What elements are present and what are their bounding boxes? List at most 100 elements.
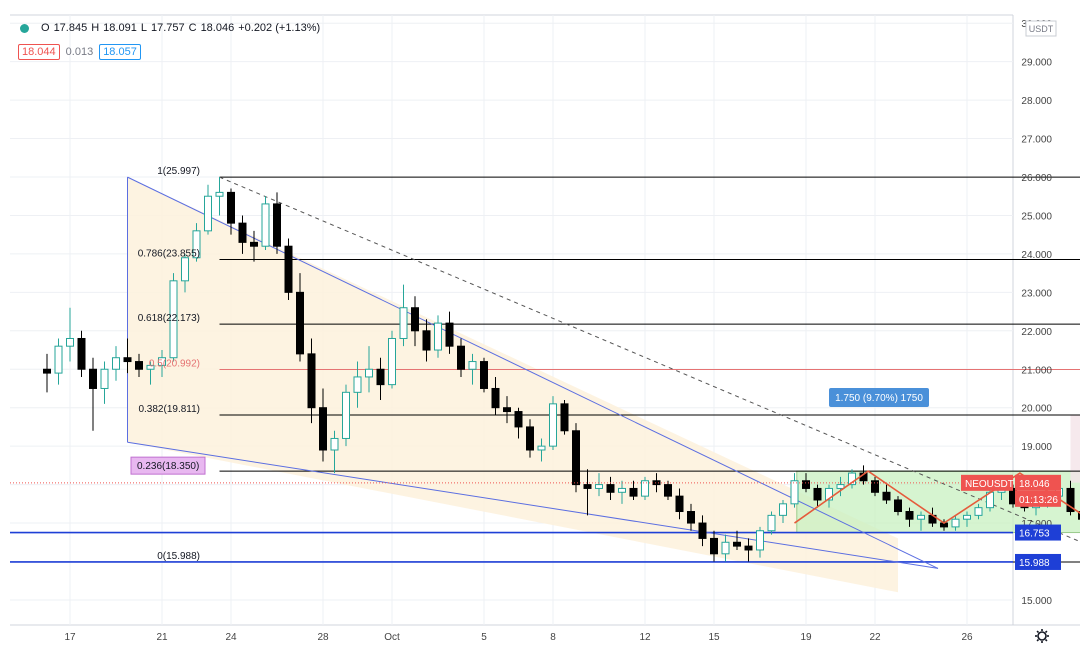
candle-body [354,377,361,392]
candle-body [423,331,430,350]
candle-body [67,338,74,346]
y-tick-label: 26.000 [1021,173,1052,184]
candle-body [780,504,787,516]
gear-tooth [1046,640,1047,641]
y-tick-label: 28.000 [1021,96,1052,107]
candle-body [550,404,557,446]
x-tick-label: 24 [225,632,237,643]
ask-button[interactable]: 18.057 [99,44,141,60]
candle-body [308,354,315,408]
last-price-tag: 18.046 [1019,479,1050,490]
candle-body [734,542,741,546]
x-tick-label: 5 [481,632,487,643]
candle-body [389,338,396,384]
symbol-status-dot [20,24,29,33]
candle-body [262,204,269,246]
candle-body [239,223,246,242]
candle-body [676,496,683,511]
fib-label: 0.236(18.350) [137,461,199,472]
candle-body [504,408,511,412]
candle-body [331,438,338,450]
candle-body [665,485,672,497]
y-tick-label: 19.000 [1021,442,1052,453]
bid-button[interactable]: 18.044 [18,44,60,60]
y-tick-label: 15.000 [1021,596,1052,607]
candle-body [55,346,62,373]
candle-body [964,515,971,519]
candle-body [469,362,476,370]
candle-body [400,308,407,339]
x-tick-label: 19 [800,632,812,643]
y-tick-label: 25.000 [1021,211,1052,222]
currency-badge: USDT [1029,24,1054,34]
candle-body [573,431,580,485]
candle-body [481,362,488,389]
candle-body [205,196,212,231]
x-tick-label: 17 [64,632,76,643]
countdown-tag: 01:13:26 [1019,495,1058,506]
candle-body [952,519,959,527]
symbol-tag: NEOUSDT [965,479,1014,490]
high-value: 18.091 [103,22,137,34]
candle-body [101,369,108,388]
fib-label: 0.5(20.992) [149,359,200,370]
candle-body [883,492,890,500]
fib-label: 1(25.997) [157,166,200,177]
measure-area [1071,415,1080,482]
candle-body [492,388,499,407]
candle-body [607,485,614,493]
candle-body [458,346,465,369]
candle-body [366,369,373,377]
candle-body [688,512,695,524]
spread-value: 0.013 [66,46,94,58]
candle-body [285,246,292,292]
fib-label: 0(15.988) [157,551,200,562]
candle-body [228,192,235,223]
candle-body [768,515,775,530]
candle-body [757,531,764,550]
candle-body [538,446,545,450]
candle-body [722,542,729,554]
candle-body [895,500,902,512]
candle-body [642,481,649,496]
low-value: 17.757 [151,22,185,34]
candle-body [377,369,384,384]
y-tick-label: 20.000 [1021,404,1052,415]
candle-body [216,192,223,196]
close-label: C [189,22,197,34]
candle-body [791,481,798,504]
candle-body [527,427,534,450]
change-value: +0.202 (+1.13%) [238,22,320,34]
fib-label: 0.786(23.855) [138,248,200,259]
candle-body [343,392,350,438]
x-tick-label: 28 [317,632,329,643]
candle-body [711,538,718,553]
candle-body [136,362,143,370]
candle-body [446,323,453,346]
candle-body [297,292,304,354]
x-tick-label: 21 [156,632,168,643]
y-tick-label: 21.000 [1021,365,1052,376]
candle-body [584,485,591,489]
y-tick-label: 29.000 [1021,58,1052,69]
y-tick-label: 27.000 [1021,135,1052,146]
candle-body [515,412,522,427]
upper-line-tag: 16.753 [1019,529,1050,540]
bid-ask-row: 18.044 0.013 18.057 [18,44,141,60]
candle-body [630,488,637,496]
high-label: H [91,22,99,34]
candle-body [906,512,913,520]
y-tick-label: 22.000 [1021,327,1052,338]
x-tick-label: 26 [961,632,973,643]
candle-body [320,408,327,450]
x-tick-label: Oct [384,632,400,643]
candle-body [412,308,419,331]
candle-body [596,485,603,489]
candle-body [975,508,982,516]
candle-body [619,488,626,492]
candle-body [274,204,281,246]
candle-body [918,515,925,519]
